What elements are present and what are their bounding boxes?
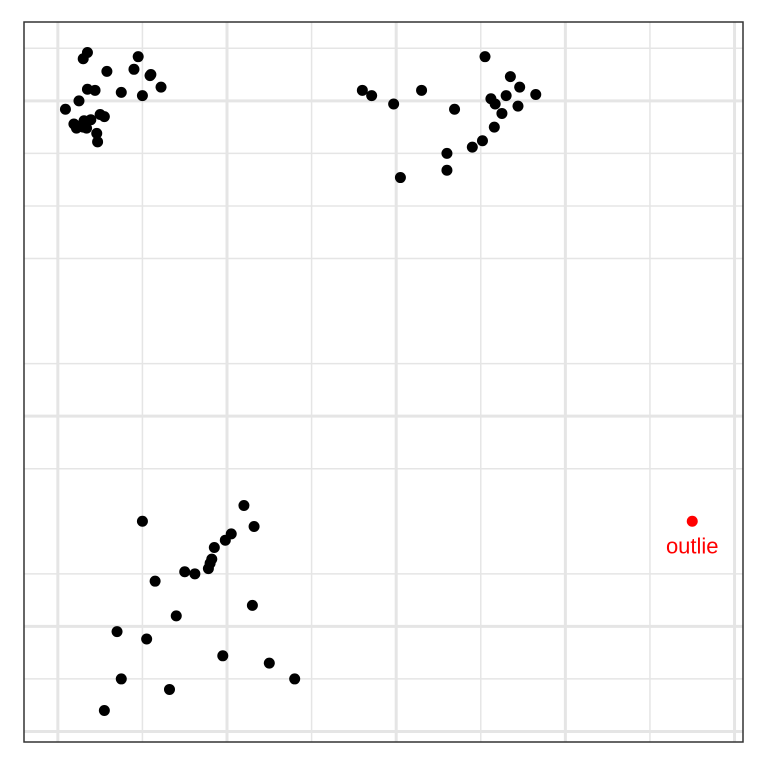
data-point <box>388 98 400 110</box>
data-point <box>163 683 175 695</box>
data-point <box>68 118 80 130</box>
data-point <box>504 71 516 83</box>
data-point <box>101 65 113 77</box>
data-point <box>449 103 461 115</box>
data-point <box>92 136 104 148</box>
data-point <box>476 135 488 147</box>
data-point <box>208 542 220 554</box>
data-point <box>479 51 491 63</box>
data-point <box>289 673 301 685</box>
data-point <box>136 515 148 527</box>
data-point <box>111 626 123 638</box>
data-point <box>489 98 501 110</box>
data-point <box>128 63 140 75</box>
data-point <box>238 500 250 512</box>
data-point <box>136 90 148 102</box>
plot-border <box>23 21 744 743</box>
data-point <box>466 141 478 153</box>
grid-lines <box>24 22 743 742</box>
data-point <box>496 107 508 119</box>
outlier-annotation: outlie <box>666 515 719 558</box>
data-point <box>115 673 127 685</box>
data-point <box>144 70 156 82</box>
data-point <box>366 90 378 102</box>
data-point <box>219 534 231 546</box>
data-point <box>514 81 526 93</box>
data-point <box>91 127 103 139</box>
data-point <box>246 599 258 611</box>
data-point <box>356 84 368 96</box>
data-point <box>416 84 428 96</box>
data-point <box>81 46 93 58</box>
data-point <box>441 164 453 176</box>
data-point <box>394 172 406 184</box>
data-point <box>141 633 153 645</box>
data-point <box>98 111 110 123</box>
data-point <box>179 566 191 578</box>
data-point <box>263 657 275 669</box>
data-point <box>59 103 71 115</box>
data-point <box>530 89 542 101</box>
outlier-label: outlie <box>666 533 719 558</box>
plot-background <box>24 22 743 742</box>
outlier-point <box>686 515 698 527</box>
data-points <box>59 46 542 716</box>
data-point <box>500 90 512 102</box>
data-point <box>217 650 229 662</box>
data-point <box>512 100 524 112</box>
data-point <box>132 51 144 63</box>
data-point <box>202 563 214 575</box>
data-point <box>189 568 201 580</box>
data-point <box>115 86 127 98</box>
data-point <box>155 81 167 93</box>
data-point <box>73 95 85 107</box>
data-point <box>441 147 453 159</box>
data-point <box>149 575 161 587</box>
data-point <box>248 521 260 533</box>
data-point <box>89 84 101 96</box>
data-point <box>488 121 500 133</box>
data-point <box>170 610 182 622</box>
data-point <box>98 704 110 716</box>
